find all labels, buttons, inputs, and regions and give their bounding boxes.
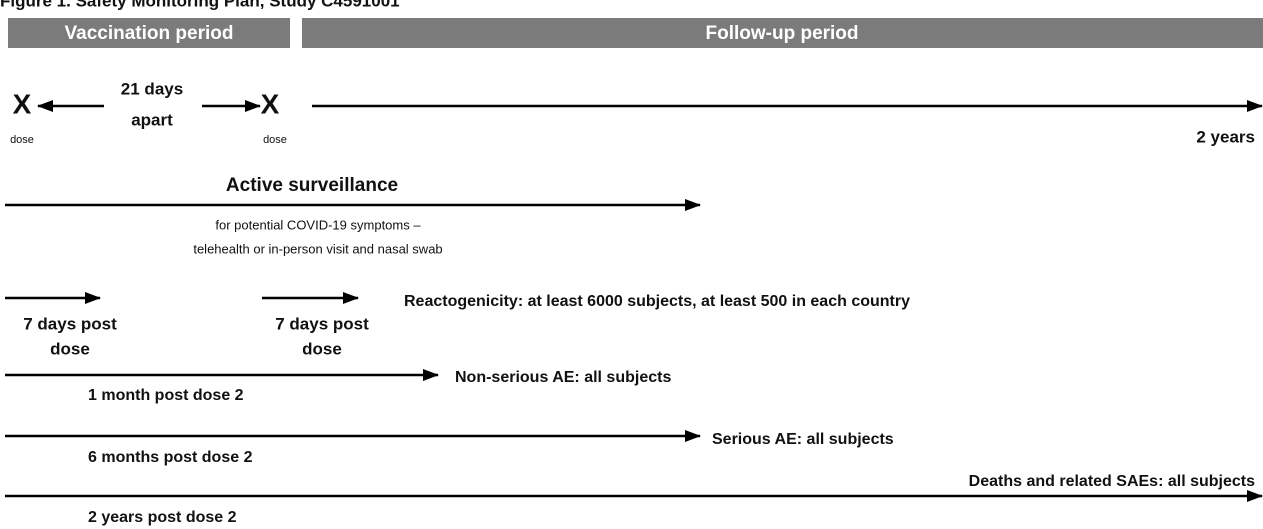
- dose-label: dose: [263, 134, 287, 146]
- phase-bar: [302, 18, 1263, 48]
- dose-mark: X: [261, 88, 280, 119]
- dose-mark: X: [13, 88, 32, 119]
- surveillance-note: telehealth or in-person visit and nasal …: [193, 241, 442, 256]
- duration-label: 6 months post dose 2: [88, 449, 253, 466]
- phase-bar: [8, 18, 290, 48]
- window-label: dose: [50, 339, 90, 358]
- window-label: 7 days post: [275, 314, 369, 333]
- duration-label: 1 month post dose 2: [88, 387, 244, 404]
- row-label: Non-serious AE: all subjects: [455, 369, 671, 386]
- window-label: 7 days post: [23, 314, 117, 333]
- phase-label: Follow-up period: [705, 23, 858, 44]
- dose-label: dose: [10, 134, 34, 146]
- window-label: dose: [302, 339, 342, 358]
- surveillance-title: Active surveillance: [226, 175, 398, 196]
- interval-label: 21 days: [121, 79, 183, 98]
- surveillance-note: for potential COVID-19 symptoms –: [215, 217, 421, 232]
- interval-label: apart: [131, 110, 173, 129]
- duration-label: 2 years post dose 2: [88, 509, 237, 526]
- row-label: Serious AE: all subjects: [712, 431, 894, 448]
- end-label: 2 years: [1196, 127, 1255, 146]
- row-label: Deaths and related SAEs: all subjects: [969, 473, 1255, 490]
- phase-label: Vaccination period: [65, 23, 234, 44]
- title: Figure 1. Safety Monitoring Plan, Study …: [0, 0, 400, 10]
- row-label: Reactogenicity: at least 6000 subjects, …: [404, 293, 910, 310]
